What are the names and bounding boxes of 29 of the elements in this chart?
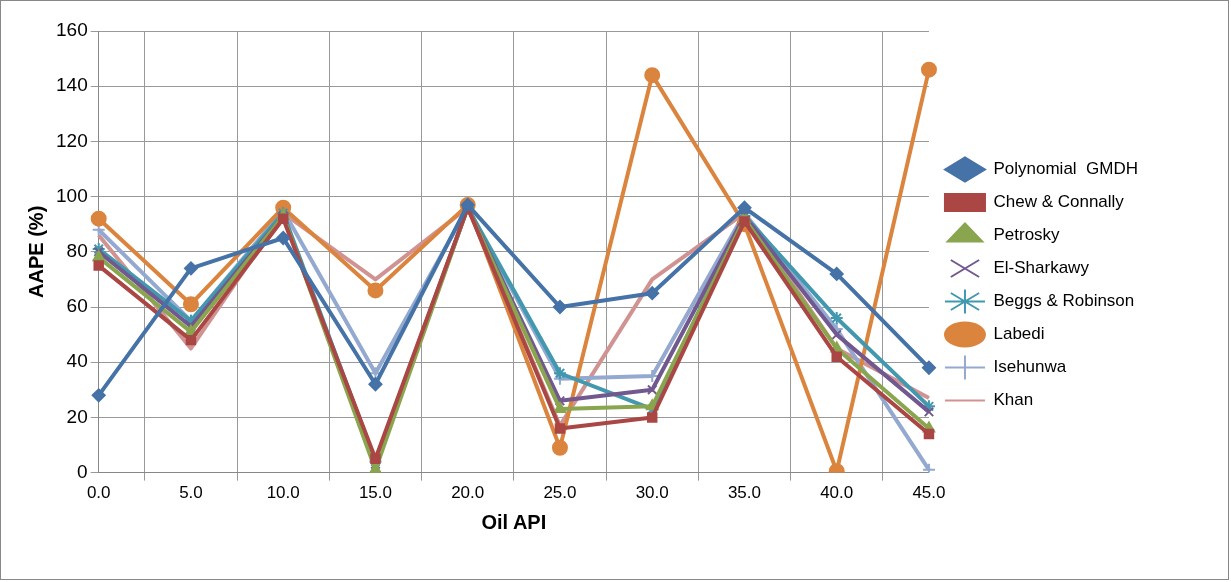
x-tick-label: 40.0 bbox=[820, 483, 854, 503]
y-tick-label: 60 bbox=[66, 295, 88, 317]
legend-label: Petrosky bbox=[993, 225, 1061, 245]
y-tick-label: 40 bbox=[66, 350, 88, 372]
x-tick-label: 45.0 bbox=[912, 483, 946, 503]
legend-label: Beggs & Robinson bbox=[993, 291, 1135, 311]
y-tick-label: 120 bbox=[56, 129, 88, 151]
legend-label: Chew & Connally bbox=[993, 192, 1125, 212]
x-tick-label: 35.0 bbox=[727, 483, 762, 503]
x-tick-label: 20.0 bbox=[451, 483, 485, 503]
x-tick-label: 10.0 bbox=[266, 483, 300, 503]
y-tick-label: 160 bbox=[56, 19, 88, 41]
x-tick-label: 5.0 bbox=[179, 483, 203, 503]
x-axis-title: Oil API bbox=[481, 510, 547, 533]
legend-label: Polynomial GMDH bbox=[993, 159, 1139, 179]
y-tick-label: 0 bbox=[77, 460, 88, 482]
x-tick-label: 0.0 bbox=[86, 483, 111, 503]
x-tick-label: 30.0 bbox=[635, 483, 669, 503]
y-axis-title: AAPE (%) bbox=[24, 205, 47, 298]
legend-label: El-Sharkawy bbox=[993, 258, 1090, 278]
y-tick-label: 100 bbox=[56, 184, 88, 206]
x-tick-label: 25.0 bbox=[543, 483, 577, 503]
x-tick-label: 15.0 bbox=[358, 483, 392, 503]
legend-label: Labedi bbox=[993, 324, 1045, 344]
legend-label: Isehunwa bbox=[993, 357, 1067, 377]
y-tick-label: 80 bbox=[66, 240, 88, 262]
legend-label: Khan bbox=[993, 390, 1034, 410]
y-tick-label: 20 bbox=[66, 405, 88, 427]
y-tick-label: 140 bbox=[56, 74, 88, 96]
